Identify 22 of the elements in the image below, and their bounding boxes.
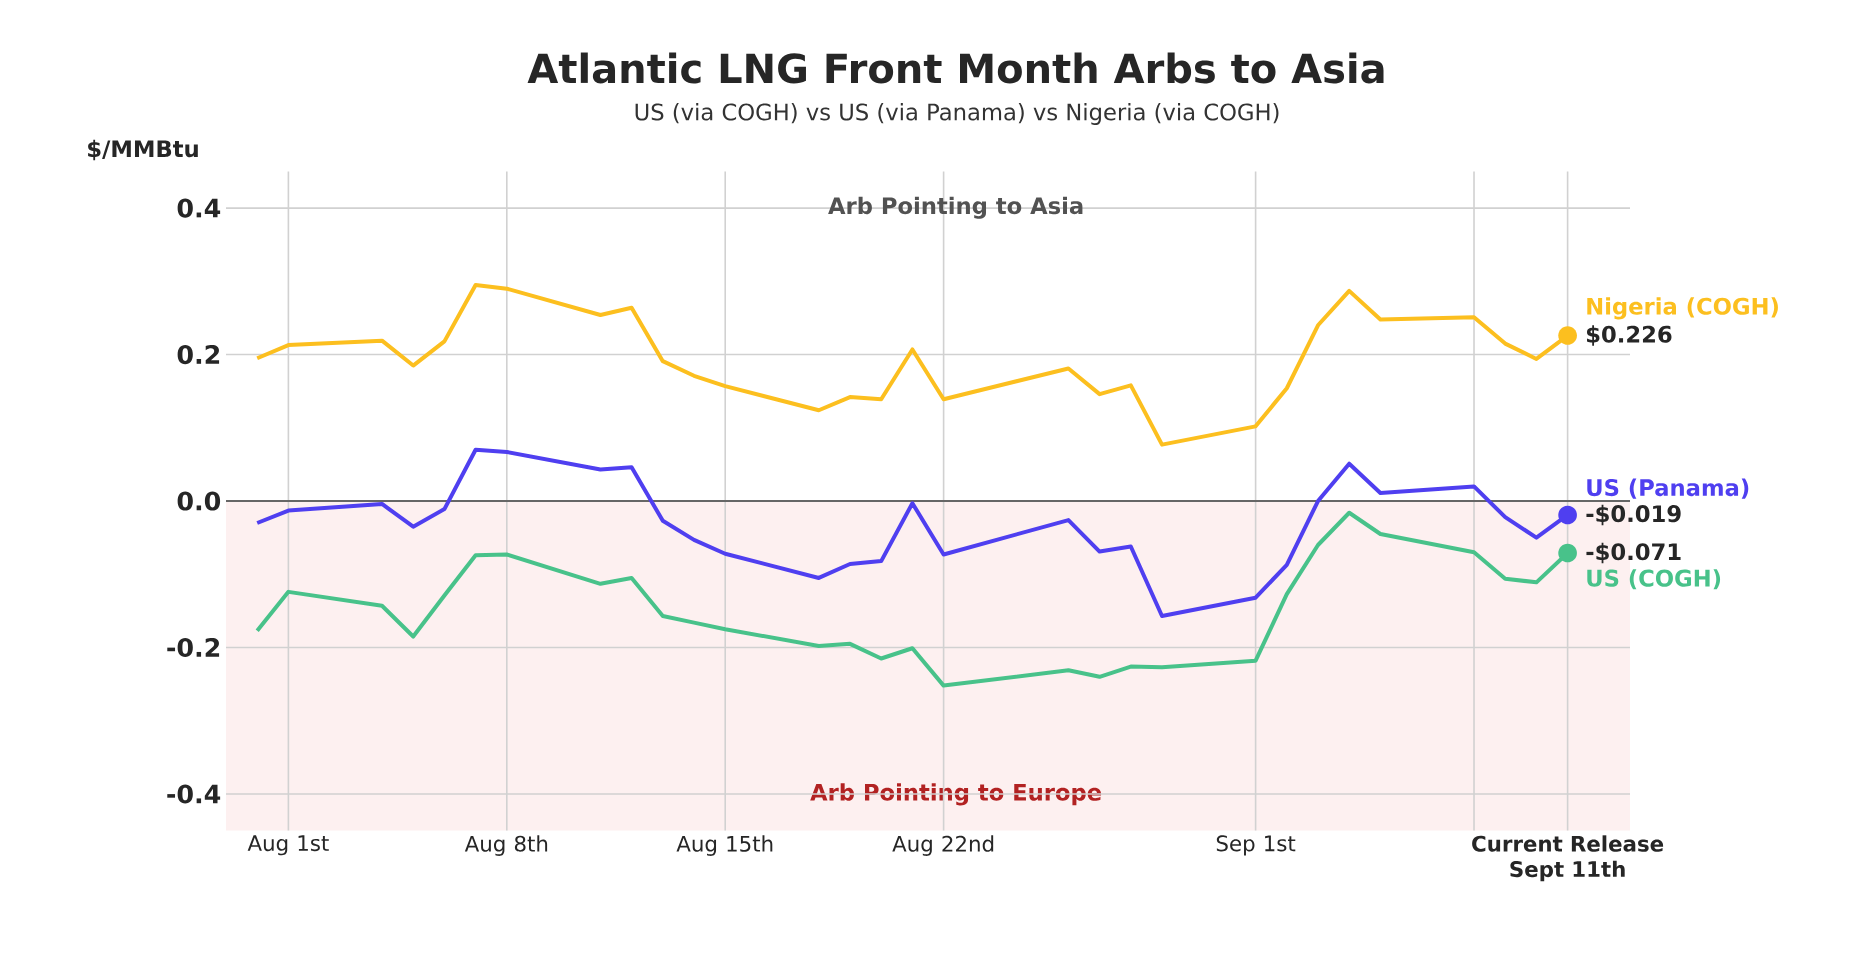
- y-tick-label: 0.0: [177, 491, 221, 511]
- data-label: $0.226: [1586, 325, 1672, 346]
- y-axis-title: $/MMBtu: [88, 139, 198, 161]
- x-tick-label: Aug 8th: [464, 835, 548, 856]
- annotation: Arb Pointing to Asia: [828, 196, 1083, 219]
- x-tick-label: Aug 15th: [676, 835, 773, 856]
- data-label: -$0.071: [1586, 542, 1681, 564]
- y-tick-label: 0.2: [177, 345, 220, 365]
- x-tick-label: Aug 22nd: [892, 835, 994, 856]
- y-tick-label: 0.4: [177, 198, 221, 218]
- x-tick-label: Sep 1st: [1216, 835, 1296, 856]
- y-tick-label: -0.4: [167, 784, 221, 804]
- series-label: US (Panama): [1587, 478, 1749, 499]
- series-label: US (COGH): [1587, 569, 1721, 590]
- chart-subtitle: US (via COGH) vs US (via Panama) vs Nigeria (via COGH): [635, 103, 1279, 125]
- x-tick-label: Aug 1st: [247, 835, 329, 856]
- x-tick-label: Current Release Sept 11th: [1472, 835, 1664, 882]
- chart-title: Atlantic LNG Front Month Arbs to Asia: [527, 52, 1384, 84]
- band-label: Arb Pointing to Europe: [810, 783, 1102, 806]
- data-label: -$0.019: [1586, 504, 1681, 526]
- y-tick-label: -0.2: [167, 637, 220, 658]
- series-label: Nigeria (COGH): [1587, 297, 1778, 320]
